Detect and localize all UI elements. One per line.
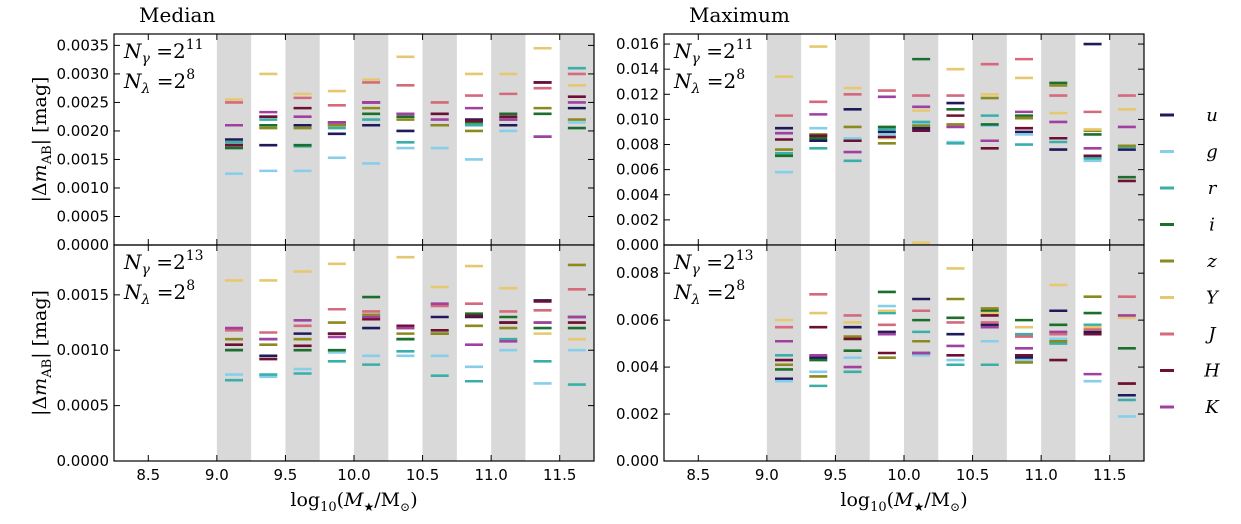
y-tick-label: 0.002 — [616, 405, 659, 423]
shaded-bin-band — [491, 34, 526, 245]
y-axis-label: |ΔmAB| [mag] — [29, 77, 55, 203]
column-title: Median — [139, 3, 215, 27]
column-title: Maximum — [689, 3, 790, 27]
y-tick-label: 0.006 — [616, 311, 659, 329]
x-tick-label: 8.5 — [686, 466, 710, 484]
y-tick-label: 0.008 — [616, 136, 659, 154]
y-tick-label: 0.0035 — [57, 36, 110, 54]
x-tick-label: 10.5 — [956, 466, 989, 484]
panel-annotation-line: Nγ =211 — [673, 37, 754, 67]
shaded-bin-band — [285, 34, 320, 245]
panel-maximum-top: 0.000 0.002 0.004 0.006 0.008 0.010 0.012 0.014… — [616, 3, 1145, 254]
shaded-bin-band — [285, 245, 320, 461]
legend-label-J: J — [1204, 324, 1217, 345]
legend-label-z: z — [1206, 251, 1217, 272]
y-tick-label: 0.000 — [616, 452, 659, 470]
panel-median-top: 0.0000 0.0005 0.0010 0.0015 0.0020 0.0025 0.00… — [57, 3, 595, 254]
legend-label-u: u — [1206, 105, 1218, 126]
x-tick-label: 10.5 — [406, 466, 439, 484]
y-tick-label: 0.0030 — [57, 65, 110, 83]
shaded-bin-band — [766, 245, 802, 461]
shaded-bin-band — [216, 245, 252, 461]
shaded-bin-band — [1109, 34, 1144, 245]
x-tick-label: 8.5 — [136, 466, 160, 484]
panel-annotation-line: Nγ =213 — [123, 248, 204, 278]
x-tick-label: 11.0 — [474, 466, 507, 484]
x-tick-label: 10.0 — [337, 466, 370, 484]
y-tick-label: 0.004 — [616, 186, 659, 204]
legend-label-K: K — [1204, 397, 1220, 418]
legend-label-r: r — [1208, 178, 1218, 199]
y-tick-label: 0.014 — [616, 60, 659, 78]
y-tick-label: 0.0010 — [57, 341, 110, 359]
panel-annotation-line: Nλ =28 — [673, 278, 745, 308]
y-tick-label: 0.0025 — [57, 93, 110, 111]
x-tick-label: 10.0 — [887, 466, 920, 484]
y-tick-label: 0.0000 — [57, 236, 110, 254]
y-tick-label: 0.0010 — [57, 179, 110, 197]
shaded-bin-band — [972, 245, 1007, 461]
x-axis-label: log10(M★/M⊙) — [840, 489, 967, 515]
shaded-bin-band — [835, 245, 870, 461]
x-tick-label: 11.0 — [1024, 466, 1057, 484]
y-tick-label: 0.0020 — [57, 122, 110, 140]
panel-median-bottom: 0.0000 0.0005 0.0010 0.0015 8.5 9.0 9.5 10.0 10.… — [57, 244, 595, 515]
panel-annotation-line: Nγ =213 — [673, 248, 754, 278]
y-tick-label: 0.012 — [616, 85, 659, 103]
x-tick-label: 9.5 — [823, 466, 847, 484]
legend-label-H: H — [1203, 361, 1220, 382]
shaded-bin-band — [904, 34, 939, 245]
x-tick-label: 9.5 — [273, 466, 297, 484]
y-tick-label: 0.000 — [616, 236, 659, 254]
panel-annotation-line: Nλ =28 — [123, 67, 195, 97]
legend-label-g: g — [1206, 142, 1218, 163]
shaded-bin-band — [422, 34, 457, 245]
shaded-bin-band — [491, 245, 526, 461]
shaded-bin-band — [1041, 245, 1076, 461]
y-tick-label: 0.010 — [616, 110, 659, 128]
shaded-bin-band — [559, 245, 594, 461]
x-tick-label: 11.5 — [543, 466, 576, 484]
panel-maximum-bottom: 0.000 0.002 0.004 0.006 0.008 8.5 9.0 9.5 10.0 10… — [616, 241, 1145, 515]
x-tick-label: 9.0 — [205, 466, 229, 484]
x-tick-label: 9.0 — [755, 466, 779, 484]
y-tick-label: 0.0015 — [57, 150, 110, 168]
y-tick-label: 0.008 — [616, 264, 659, 282]
shaded-bin-band — [354, 245, 389, 461]
shaded-bin-band — [559, 34, 594, 245]
y-tick-label: 0.004 — [616, 358, 659, 376]
y-tick-label: 0.002 — [616, 211, 659, 229]
y-tick-label: 0.006 — [616, 161, 659, 179]
panel-annotation-line: Nλ =28 — [123, 278, 195, 308]
legend-label-i: i — [1209, 215, 1215, 236]
x-tick-label: 11.5 — [1093, 466, 1126, 484]
x-axis-label: log10(M★/M⊙) — [290, 489, 417, 515]
y-axis-label: |ΔmAB| [mag] — [29, 290, 55, 416]
shaded-bin-band — [422, 245, 457, 461]
y-tick-label: 0.0015 — [57, 286, 110, 304]
y-tick-label: 0.0005 — [57, 207, 110, 225]
panel-annotation-line: Nλ =28 — [673, 67, 745, 97]
panel-annotation-line: Nγ =211 — [123, 37, 204, 67]
shaded-bin-band — [1109, 245, 1144, 461]
y-tick-label: 0.016 — [616, 35, 659, 53]
y-tick-label: 0.0000 — [57, 452, 110, 470]
legend-label-Y: Y — [1206, 288, 1220, 309]
y-tick-label: 0.0005 — [57, 397, 110, 415]
shaded-bin-band — [354, 34, 389, 245]
